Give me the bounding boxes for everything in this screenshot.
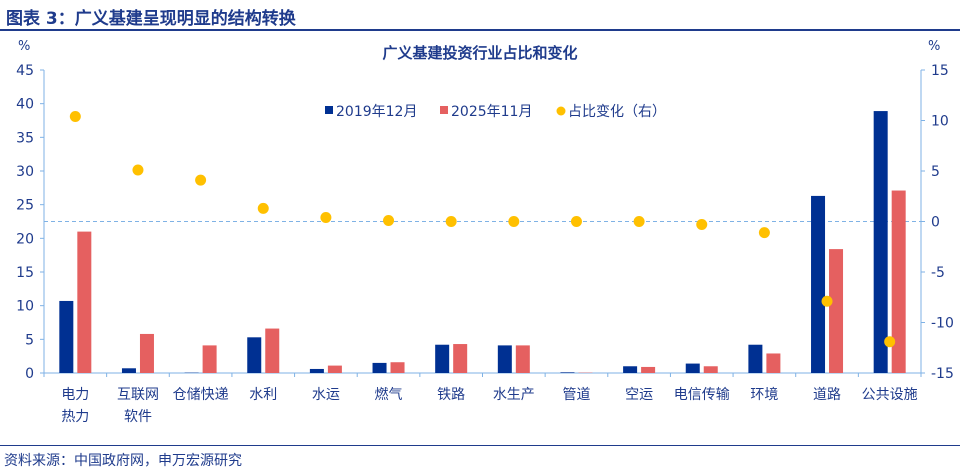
change-point: [132, 164, 144, 176]
bar-2019: [309, 368, 324, 373]
left-tick-label: 0: [25, 366, 34, 382]
category-label: 燃气: [375, 386, 403, 403]
bar-2025: [766, 353, 781, 373]
bar-2019: [372, 362, 387, 373]
change-point: [570, 216, 582, 227]
right-tick-label: 5: [931, 164, 940, 180]
right-tick-label: -5: [931, 265, 945, 281]
bar-2019: [685, 363, 700, 373]
bar-2019: [247, 337, 262, 373]
bar-2019: [59, 300, 74, 373]
change-point: [821, 295, 833, 307]
bar-2025: [829, 249, 844, 373]
bar-2025: [390, 362, 405, 373]
category-label: 公共设施: [862, 387, 918, 403]
category-label: 水运: [312, 387, 340, 403]
change-point: [508, 216, 520, 227]
left-tick-label: 20: [16, 231, 34, 247]
top-rule: [0, 29, 960, 31]
bottom-rule: [0, 445, 960, 446]
category-label: 电力: [61, 387, 89, 403]
category-label: 软件: [124, 409, 152, 425]
change-point: [195, 174, 207, 186]
left-tick-label: 45: [16, 63, 34, 79]
bar-2025: [515, 345, 530, 373]
legend-label: 2019年12月: [336, 104, 417, 120]
left-tick-label: 10: [16, 299, 34, 315]
right-tick-label: 10: [931, 114, 949, 130]
right-tick-label: 15: [931, 63, 949, 79]
change-point: [696, 219, 708, 231]
category-label: 互联网: [117, 387, 159, 403]
category-label: 道路: [813, 387, 841, 403]
change-point: [257, 202, 269, 214]
category-label: 水利: [249, 387, 277, 403]
bar-2025: [453, 344, 468, 373]
bar-2025: [703, 366, 718, 373]
category-label: 铁路: [437, 387, 465, 403]
bar-2025: [891, 190, 906, 373]
bar-2019: [623, 366, 638, 373]
left-tick-label: 25: [16, 198, 34, 214]
bar-2025: [641, 366, 656, 373]
left-tick-label: 30: [16, 164, 34, 180]
change-point: [758, 227, 770, 239]
category-label: 管道: [562, 387, 590, 403]
right-axis-unit: %: [928, 39, 940, 54]
legend-swatch: [325, 106, 333, 114]
left-tick-label: 15: [16, 265, 34, 281]
change-point: [884, 336, 896, 348]
right-tick-label: -10: [931, 316, 954, 332]
left-tick-label: 40: [16, 97, 34, 113]
bar-2025: [327, 365, 342, 373]
bar-2025: [139, 333, 154, 373]
bar-2019: [435, 344, 450, 373]
left-axis-unit: %: [18, 39, 30, 54]
bar-2025: [77, 231, 92, 373]
change-point: [633, 216, 645, 227]
category-label: 空运: [625, 387, 653, 403]
category-label: 水生产: [493, 387, 535, 403]
bar-2019: [560, 372, 575, 373]
bar-2025: [202, 345, 217, 373]
category-label: 环境: [750, 387, 778, 403]
bar-2019: [873, 111, 888, 373]
right-tick-label: -15: [931, 366, 954, 382]
bar-2019: [811, 195, 826, 373]
left-tick-label: 5: [25, 332, 34, 348]
change-point: [320, 211, 332, 223]
bar-2019: [121, 368, 136, 373]
legend-swatch: [440, 106, 448, 114]
bar-2025: [265, 328, 280, 373]
category-label: 仓储快递: [173, 387, 229, 403]
left-tick-label: 35: [16, 130, 34, 146]
change-point: [69, 110, 81, 122]
category-label: 电信传输: [674, 387, 730, 403]
right-tick-label: 0: [931, 215, 940, 231]
bar-2019: [748, 344, 763, 373]
bar-2019: [497, 345, 512, 373]
change-point: [383, 214, 395, 226]
chart-title: 广义基建投资行业占比和变化: [382, 44, 577, 62]
figure-title: 图表 3：广义基建呈现明显的结构转换: [6, 9, 296, 29]
category-label: 热力: [61, 409, 89, 425]
legend-swatch: [556, 106, 566, 116]
change-point: [445, 216, 457, 227]
chart: 广义基建投资行业占比和变化% % 0 5 10 15 20 25 30 35 40 45 -15 -10 -…: [16, 39, 954, 425]
legend-label: 2025年11月: [451, 104, 532, 120]
source-note: 资料来源：中国政府网，申万宏源研究: [4, 453, 242, 469]
legend-label: 占比变化（右）: [568, 104, 666, 120]
